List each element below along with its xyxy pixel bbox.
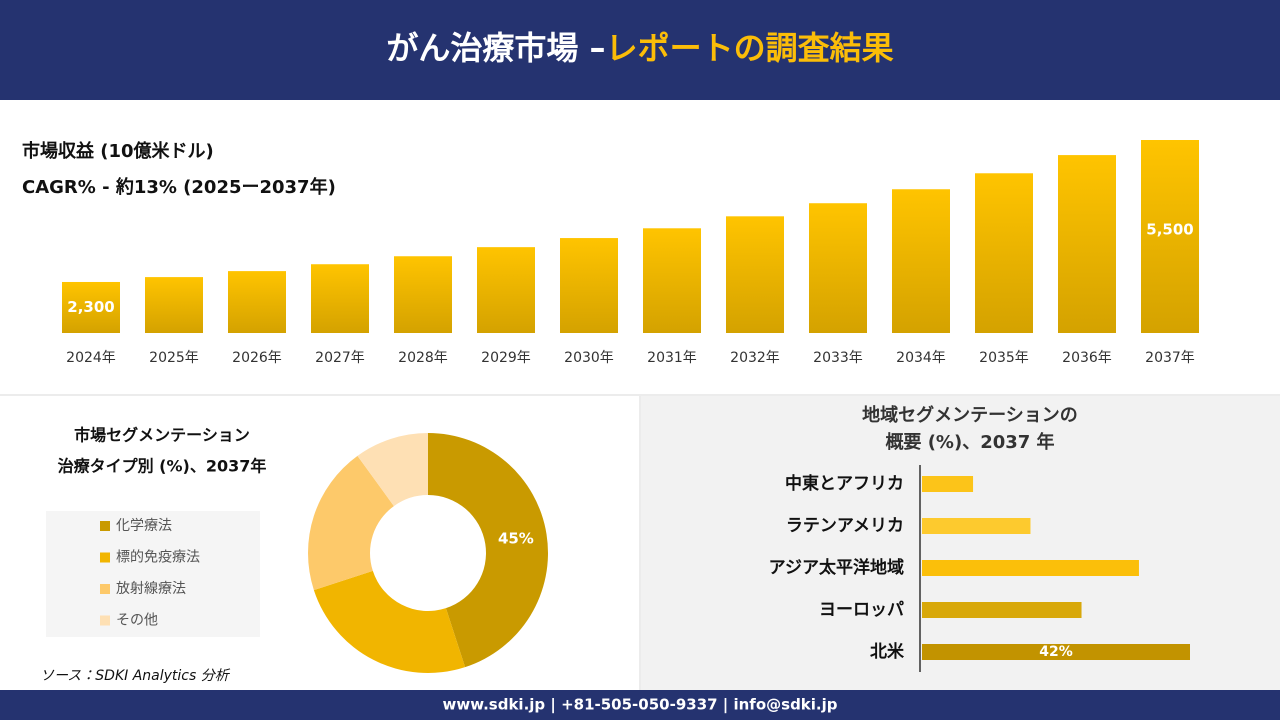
- bar: [892, 189, 950, 333]
- donut-slice: [308, 455, 394, 591]
- y-tick-label: ラテンアメリカ: [786, 516, 904, 536]
- legend-swatch: [100, 552, 110, 563]
- bar: [922, 644, 1190, 660]
- footer-bar: [0, 690, 1280, 720]
- header-title-highlight: レポートの調査結果: [606, 29, 894, 67]
- bar-title: 市場収益 (10億米ドル): [22, 140, 214, 162]
- y-tick-label: 中東とアフリカ: [785, 473, 904, 494]
- legend-swatch: [100, 584, 110, 594]
- region-panel: [641, 396, 1280, 690]
- bar: [560, 238, 618, 333]
- y-tick-label: アジア太平洋地域: [769, 557, 904, 578]
- bar: [228, 271, 286, 333]
- x-tick-label: 2024年: [66, 350, 116, 366]
- x-tick-label: 2027年: [315, 350, 365, 366]
- bar: [809, 203, 867, 333]
- y-tick-label: 北米: [870, 641, 905, 662]
- x-tick-label: 2035年: [979, 350, 1029, 366]
- donut-slice: [357, 433, 428, 507]
- donut-subtitle: 治療タイプ別 (%)、2037年: [58, 457, 267, 476]
- legend-box: [46, 511, 260, 637]
- x-tick-label: 2036年: [1062, 350, 1112, 366]
- bar: [975, 173, 1033, 333]
- bar: [477, 247, 535, 333]
- bar: [922, 560, 1139, 576]
- x-tick-label: 2030年: [564, 350, 614, 366]
- bar: [922, 476, 974, 492]
- x-tick-label: 2026年: [232, 350, 282, 366]
- bar-subtitle: CAGR% - 約13% (2025ー2037年): [22, 176, 336, 198]
- bar: [394, 256, 452, 333]
- donut-slice: [428, 433, 549, 668]
- y-tick-label: ヨーロッパ: [819, 600, 904, 620]
- bar: [145, 277, 203, 333]
- data-label: 45%: [498, 530, 534, 548]
- data-label: 2,300: [67, 298, 114, 316]
- data-label: 5,500: [1146, 221, 1193, 239]
- x-tick-label: 2028年: [398, 350, 448, 366]
- donut-title: 市場セグメンテーション: [74, 426, 250, 445]
- legend-label: 放射線療法: [116, 580, 186, 597]
- x-tick-label: 2033年: [813, 350, 863, 366]
- footer-text: www.sdki.jp | +81-505-050-9337 | info@sd…: [442, 696, 837, 715]
- bar: [1141, 140, 1199, 333]
- header-bar: [0, 0, 1280, 100]
- bar: [1058, 155, 1116, 333]
- region-subtitle: 概要 (%)、2037 年: [885, 431, 1054, 453]
- bar: [922, 518, 1031, 534]
- x-tick-label: 2037年: [1145, 350, 1195, 366]
- bar: [643, 228, 701, 333]
- legend-label: その他: [116, 613, 158, 629]
- x-tick-label: 2025年: [149, 350, 199, 366]
- x-tick-label: 2032年: [730, 350, 780, 366]
- bar: [62, 281, 120, 333]
- bar: [922, 602, 1082, 618]
- x-tick-label: 2031年: [647, 350, 697, 366]
- x-tick-label: 2034年: [896, 350, 946, 366]
- legend-swatch: [100, 615, 110, 626]
- legend-label: 化学療法: [116, 517, 172, 534]
- legend-swatch: [100, 521, 110, 531]
- data-label: 42%: [1039, 644, 1073, 660]
- bar: [311, 264, 369, 333]
- legend-label: 標的免疫療法: [116, 549, 200, 566]
- header-title: がん治療市場 –レポートの調査結果: [386, 29, 893, 67]
- header-title-main: がん治療市場 –: [386, 29, 605, 67]
- bar: [726, 216, 784, 333]
- x-tick-label: 2029年: [481, 350, 531, 366]
- source: ソース：SDKI Analytics 分析: [40, 668, 231, 684]
- donut-slice: [313, 570, 466, 673]
- region-title: 地域セグメンテーションの: [862, 404, 1078, 426]
